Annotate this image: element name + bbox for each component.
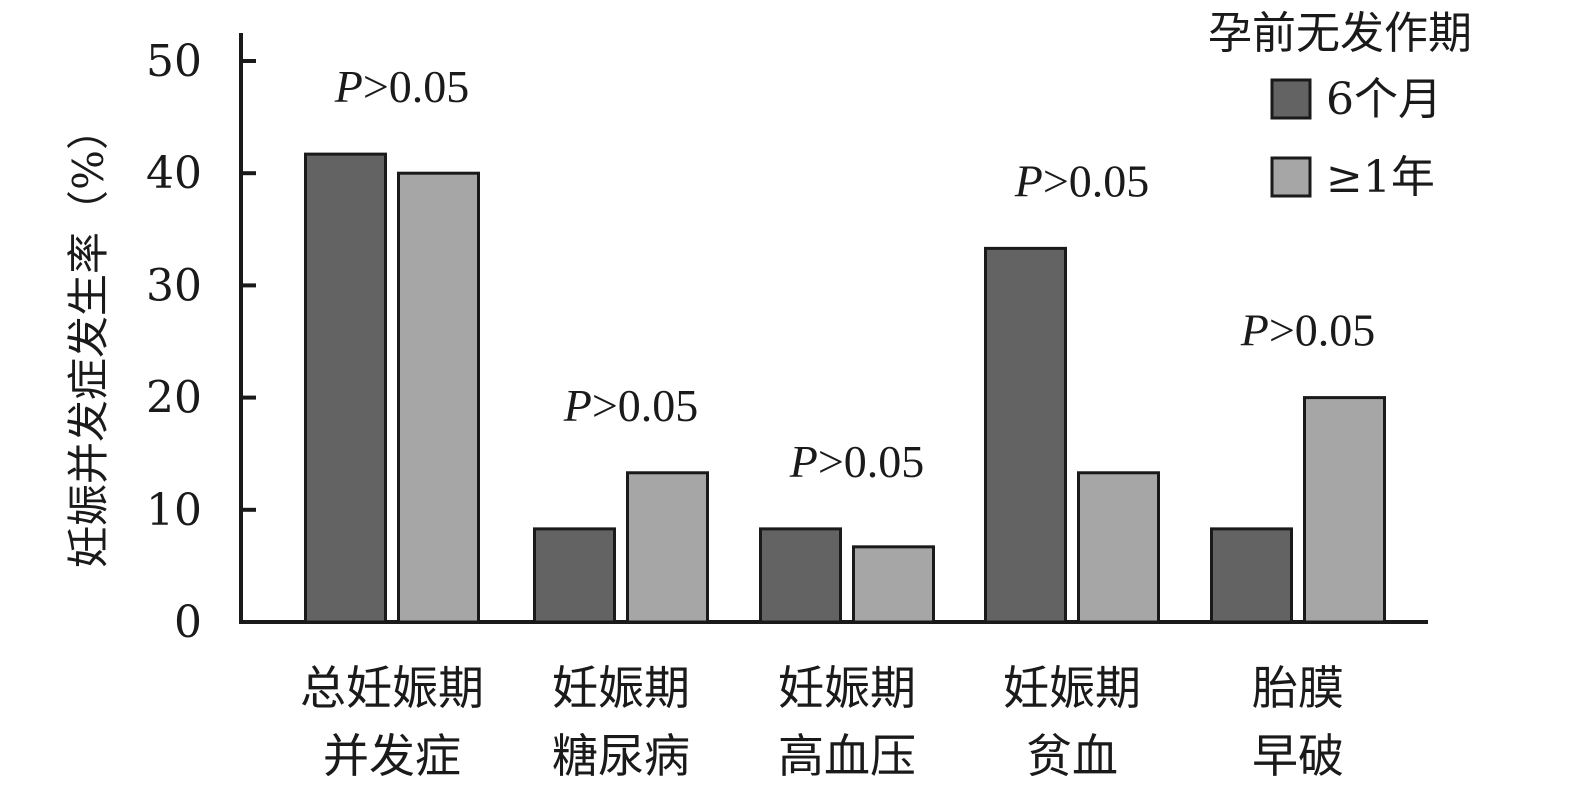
y-axis-label: 妊娠并发症发生率（%）: [64, 108, 113, 568]
legend-label: 6个月: [1326, 74, 1442, 125]
bar-1year-1: [626, 471, 709, 624]
p-value-annotation: P>0.05: [334, 61, 470, 112]
annotations-group: P>0.05 P>0.05 P>0.05 P>0.05 P>0.05: [334, 61, 1376, 487]
category-label: 妊娠期: [552, 661, 690, 715]
legend: 孕前无发作期 6个月 ≥1年: [1208, 8, 1472, 203]
y-tick-label: 10: [146, 485, 202, 536]
y-tick-label: 20: [146, 373, 202, 424]
p-value-annotation: P>0.05: [1240, 305, 1376, 356]
bars-group: [304, 152, 1386, 624]
category-label: 胎膜: [1252, 661, 1344, 715]
bar-6months-0: [304, 152, 387, 624]
y-tick-label: 40: [146, 148, 202, 199]
legend-title: 孕前无发作期: [1208, 8, 1472, 59]
category-label: 总妊娠期: [300, 661, 484, 715]
bar-6months-4: [1210, 527, 1293, 624]
bar-6months-3: [984, 246, 1067, 624]
p-value-annotation: P>0.05: [563, 380, 699, 431]
category-label: 贫血: [1026, 729, 1118, 783]
y-tick-label: 50: [146, 36, 202, 87]
category-label: 并发症: [323, 729, 461, 783]
y-tick-label: 30: [146, 260, 202, 311]
category-label: 高血压: [778, 729, 916, 783]
p-value-annotation: P>0.05: [1014, 155, 1150, 206]
bar-1year-3: [1077, 471, 1160, 624]
bar-1year-0: [397, 171, 480, 624]
y-tick-label: 0: [174, 597, 202, 648]
category-label: 糖尿病: [552, 729, 690, 783]
legend-swatch-1year: [1270, 156, 1312, 198]
category-label: 妊娠期: [778, 661, 916, 715]
bar-6months-1: [533, 527, 616, 624]
category-label: 妊娠期: [1003, 661, 1141, 715]
legend-label: ≥1年: [1326, 152, 1435, 203]
p-value-annotation: P>0.05: [789, 436, 925, 487]
legend-swatch-6months: [1270, 78, 1312, 120]
category-label: 早破: [1252, 729, 1344, 783]
bar-6months-2: [759, 527, 842, 624]
bar-1year-4: [1303, 396, 1386, 624]
bar-1year-2: [852, 545, 935, 624]
